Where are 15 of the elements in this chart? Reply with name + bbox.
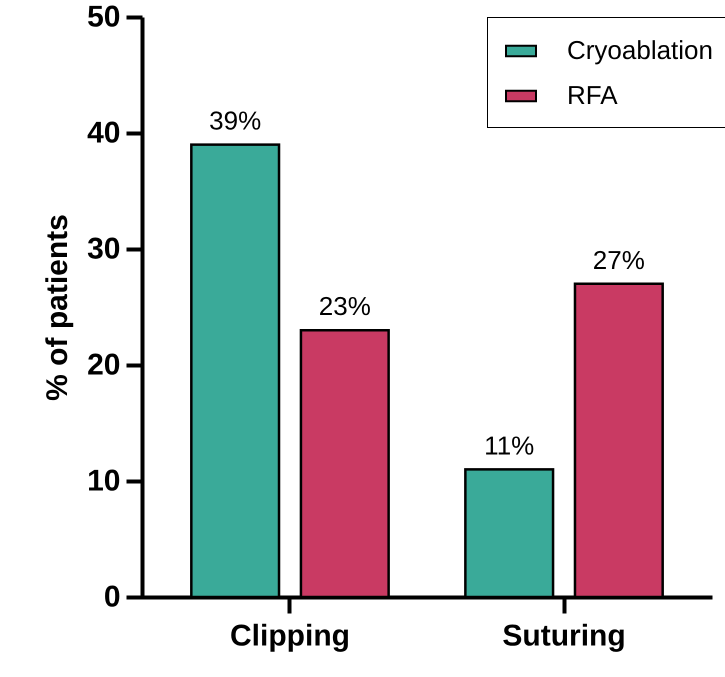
y-tick-label: 10	[87, 464, 120, 498]
x-tick-label: Clipping	[230, 620, 350, 652]
y-tick-label: 40	[87, 116, 120, 150]
data-label: 27%	[592, 244, 645, 275]
data-label: 39%	[209, 106, 262, 136]
y-tick-label: 30	[87, 232, 120, 266]
x-tick-label: Suturing	[502, 620, 626, 652]
y-tick-label: 50	[87, 0, 120, 34]
data-label: 23%	[318, 291, 371, 322]
y-tick-label: 20	[87, 348, 120, 382]
legend-label: Cryoablation	[567, 35, 713, 65]
y-tick-label: 0	[104, 580, 120, 614]
y-axis-title: % of patients	[41, 214, 74, 401]
data-label: 11%	[484, 430, 534, 460]
legend-label: RFA	[567, 80, 618, 110]
